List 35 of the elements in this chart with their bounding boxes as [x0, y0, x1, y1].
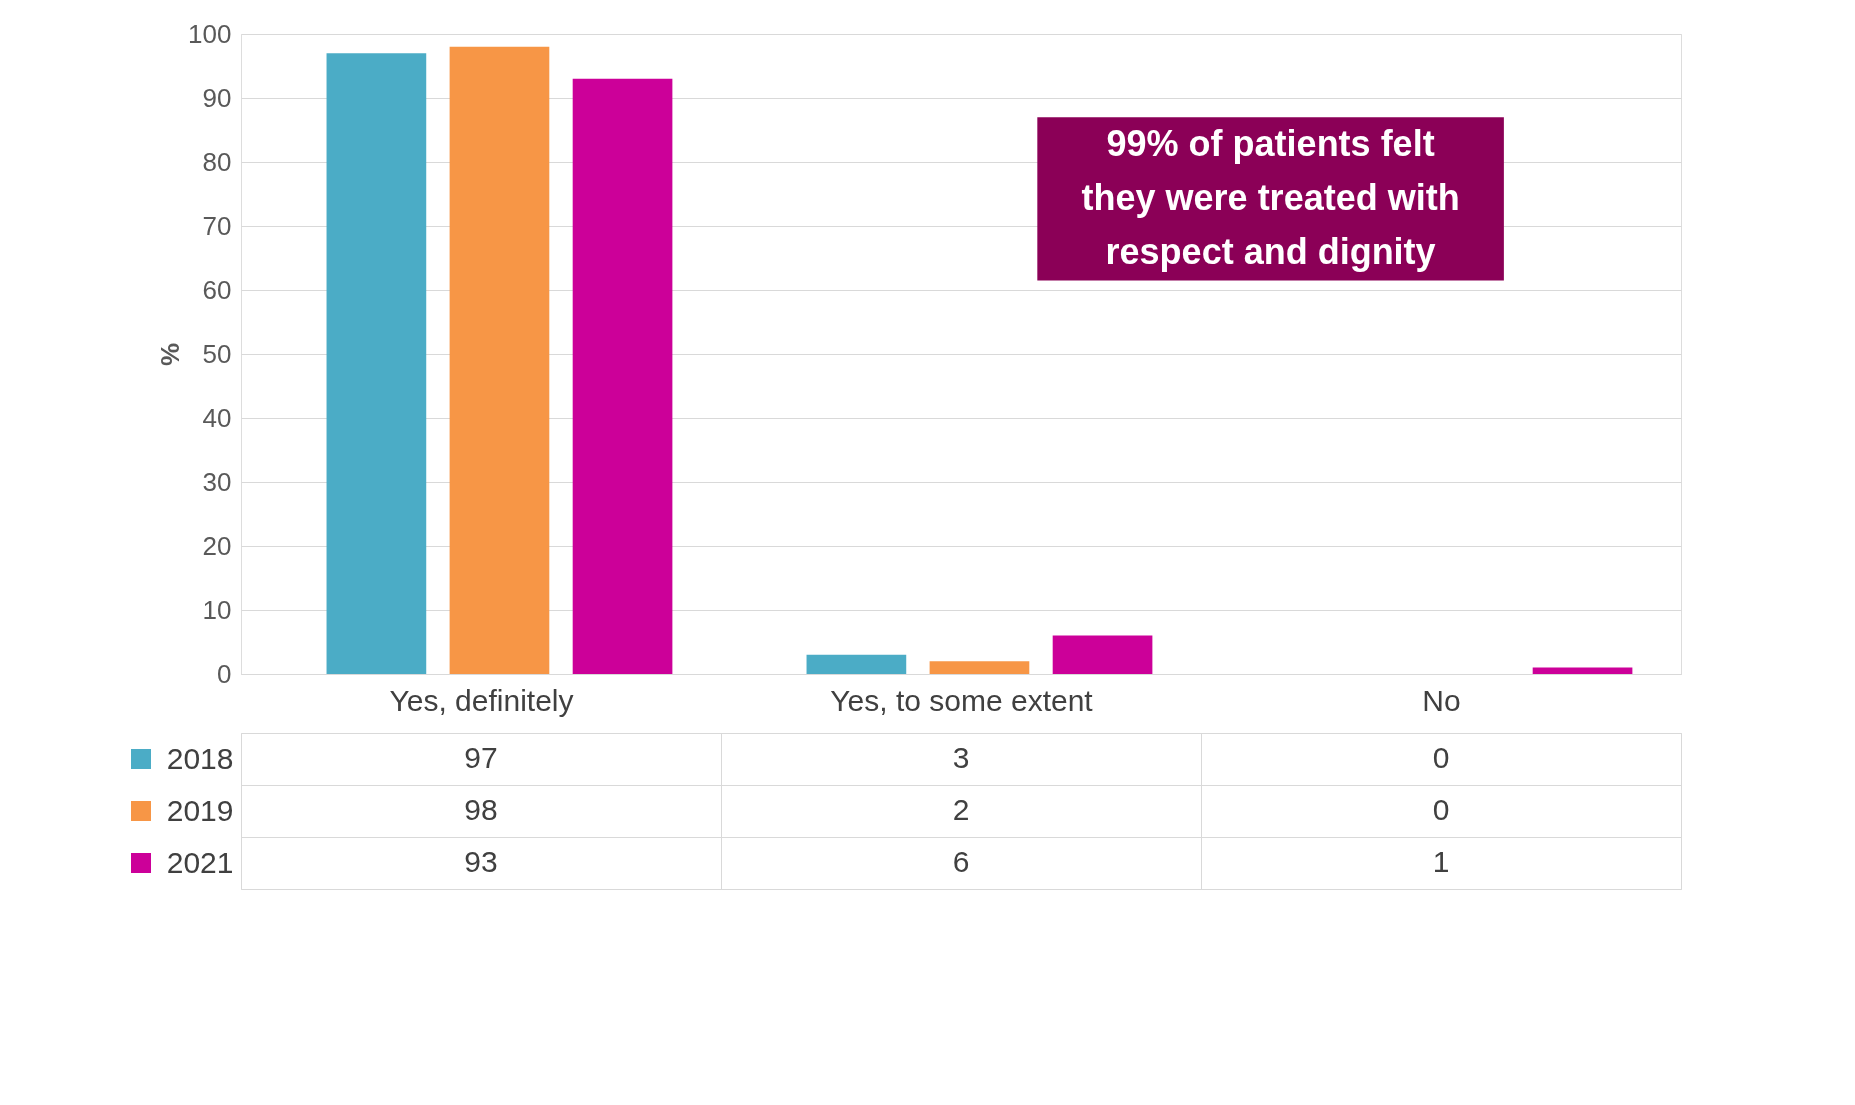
- y-tick-label: 80: [202, 146, 232, 177]
- bar: [449, 46, 550, 674]
- bar: [572, 78, 673, 674]
- y-tick-label: 10: [202, 594, 232, 625]
- data-label: 97: [464, 741, 498, 774]
- bar: [806, 654, 907, 674]
- bar: [929, 661, 1030, 674]
- x-tick-label: Yes, to some extent: [830, 683, 1094, 717]
- bar: [1532, 667, 1633, 674]
- data-label: 2: [952, 793, 970, 826]
- y-tick-label: 20: [202, 530, 232, 561]
- x-tick-label: Yes, definitely: [389, 683, 574, 717]
- data-label: 3: [952, 741, 970, 774]
- bar: [1052, 635, 1153, 674]
- y-tick-label: 30: [202, 466, 232, 497]
- y-tick-label: 90: [202, 82, 232, 113]
- x-tick-label: No: [1422, 683, 1461, 717]
- data-label: 98: [464, 793, 498, 826]
- y-tick-label: 50: [202, 338, 232, 369]
- y-tick-label: 100: [188, 18, 232, 49]
- legend-label: 2019: [166, 793, 234, 827]
- y-axis-title: %: [155, 342, 186, 367]
- data-label: 6: [952, 845, 970, 878]
- y-tick-label: 70: [202, 210, 232, 241]
- data-label: 93: [464, 845, 498, 878]
- y-tick-label: 60: [202, 274, 232, 305]
- annotation: 99% of patients felt they were treated with respect and dignity: [1081, 122, 1460, 272]
- bar: [326, 53, 427, 674]
- data-label: 1: [1432, 845, 1450, 878]
- y-tick-label: 40: [202, 402, 232, 433]
- legend-label: 2021: [166, 845, 234, 879]
- data-label: 0: [1432, 741, 1450, 774]
- legend-label: 2018: [166, 741, 234, 775]
- data-label: 0: [1432, 793, 1450, 826]
- y-tick-label: 0: [217, 658, 232, 689]
